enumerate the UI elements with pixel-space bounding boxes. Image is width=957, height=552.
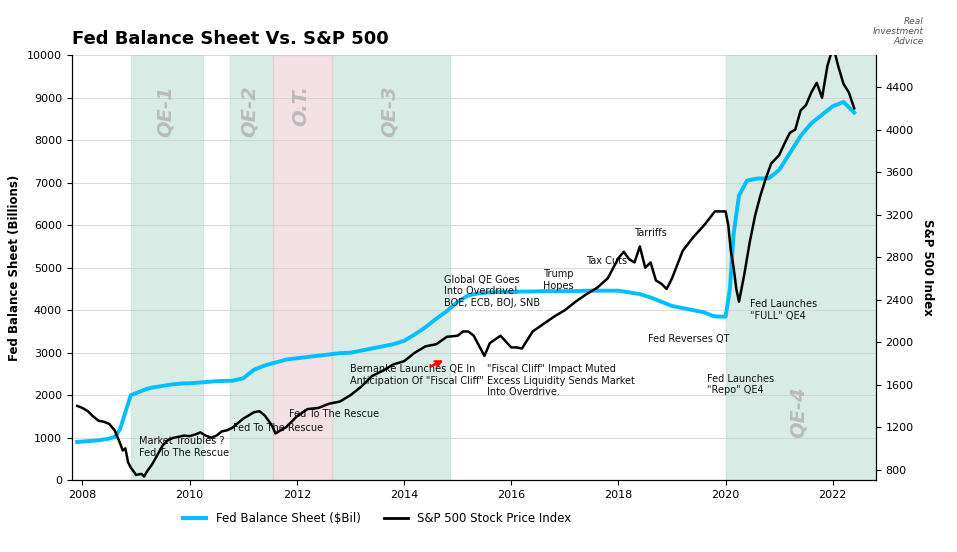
Text: Fed To The Rescue: Fed To The Rescue [289, 410, 379, 420]
Bar [230, 55, 273, 480]
Text: Tax Cuts: Tax Cuts [587, 256, 628, 266]
Text: Fed Launches
"FULL" QE4: Fed Launches "FULL" QE4 [749, 299, 817, 321]
Text: Tarriffs: Tarriffs [634, 228, 667, 238]
Text: QE-3: QE-3 [380, 85, 398, 137]
Text: QE-2: QE-2 [240, 85, 259, 137]
Text: Fed Reverses QT: Fed Reverses QT [648, 334, 729, 344]
Bar [273, 55, 332, 480]
Bar [131, 55, 203, 480]
Text: Fed Balance Sheet Vs. S&P 500: Fed Balance Sheet Vs. S&P 500 [72, 30, 389, 48]
Text: Market Troubles ?
Fed To The Rescue: Market Troubles ? Fed To The Rescue [139, 436, 229, 458]
Text: Real
Investment
Advice: Real Investment Advice [873, 17, 924, 46]
Text: Fed Launches
"Repo" QE4: Fed Launches "Repo" QE4 [707, 374, 774, 395]
Bar [725, 55, 876, 480]
Text: Bernanke Launches QE In
Anticipation Of "Fiscal Cliff": Bernanke Launches QE In Anticipation Of … [350, 364, 484, 386]
Text: QE-1: QE-1 [156, 85, 175, 137]
Text: "Fiscal Cliff" Impact Muted
Excess Liquidity Sends Market
Into Overdrive.: "Fiscal Cliff" Impact Muted Excess Liqui… [487, 364, 635, 397]
Bar [332, 55, 450, 480]
Y-axis label: S&P 500 Index: S&P 500 Index [922, 219, 934, 316]
Legend: Fed Balance Sheet ($Bil), S&P 500 Stock Price Index: Fed Balance Sheet ($Bil), S&P 500 Stock … [178, 507, 576, 529]
Y-axis label: Fed Balance Sheet (Billions): Fed Balance Sheet (Billions) [9, 174, 21, 361]
Text: Trump
Hopes: Trump Hopes [544, 269, 574, 291]
Text: QE-4: QE-4 [789, 387, 808, 438]
Text: Fed To The Rescue: Fed To The Rescue [233, 423, 323, 433]
Text: Global QE Goes
Into Overdrive!
BOE, ECB, BOJ, SNB: Global QE Goes Into Overdrive! BOE, ECB,… [444, 275, 541, 308]
Text: O.T.: O.T. [291, 85, 310, 126]
